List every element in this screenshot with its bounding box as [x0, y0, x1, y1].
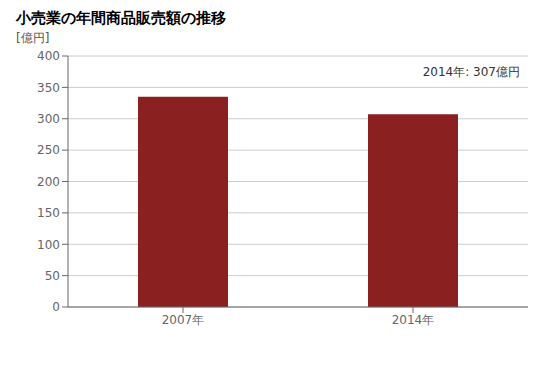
svg-text:350: 350	[37, 81, 60, 95]
svg-text:2014年: 2014年	[392, 313, 435, 327]
svg-text:250: 250	[37, 143, 60, 157]
svg-text:400: 400	[37, 49, 60, 63]
html-text:[億円]: [億円]	[16, 31, 50, 45]
svg-text:200: 200	[37, 175, 60, 189]
svg-text:300: 300	[37, 112, 60, 126]
svg-text:0: 0	[52, 300, 60, 314]
html-text:2014年: 307億円: 2014年: 307億円	[422, 65, 520, 79]
svg-text:2007年: 2007年	[162, 313, 205, 327]
html-text:小売業の年間商品販売額の推移: 小売業の年間商品販売額の推移	[16, 9, 226, 27]
svg-text:150: 150	[37, 206, 60, 220]
svg-text:100: 100	[37, 238, 60, 252]
svg-text:50: 50	[45, 269, 60, 283]
